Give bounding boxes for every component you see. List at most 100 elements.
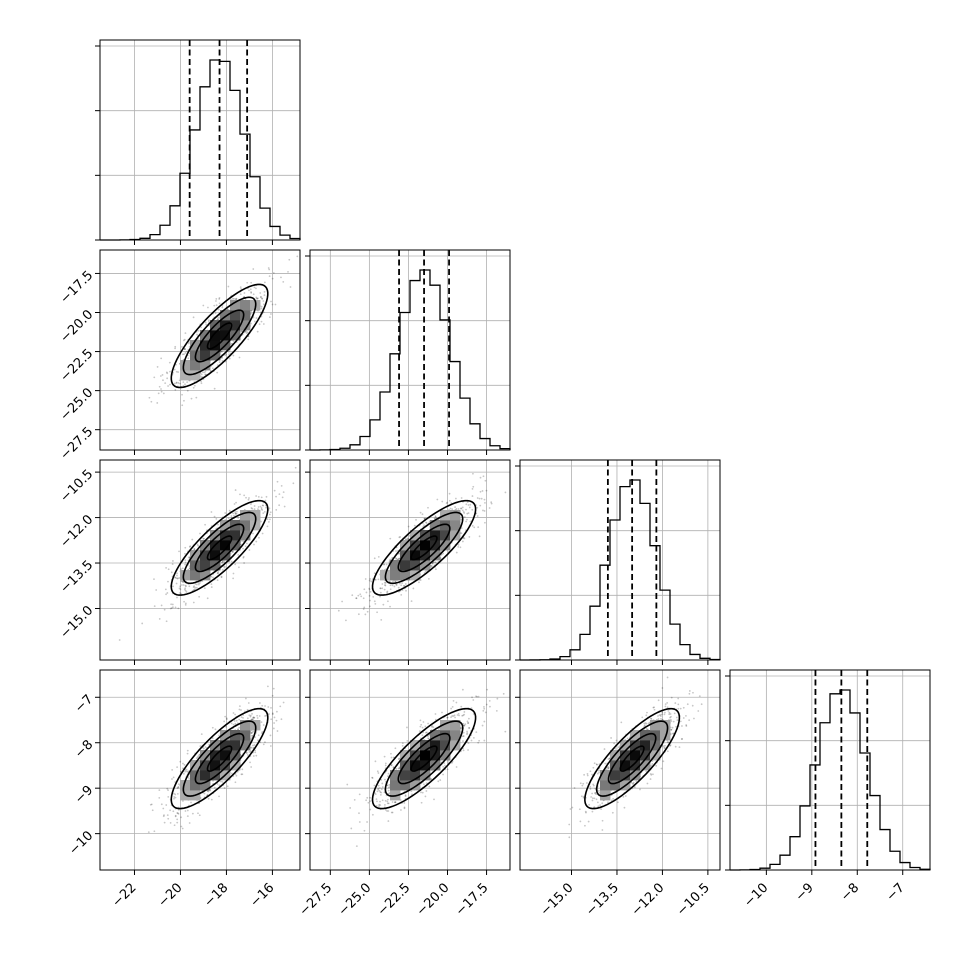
sample-point <box>448 492 451 495</box>
sample-point <box>252 532 254 535</box>
sample-point <box>406 726 408 729</box>
sample-point <box>421 791 424 794</box>
sample-point <box>275 719 278 722</box>
sample-point <box>251 735 254 737</box>
sample-point <box>461 540 464 543</box>
sample-point <box>208 320 210 323</box>
sample-point <box>178 783 180 786</box>
sample-point <box>179 760 182 763</box>
sample-point <box>486 688 489 691</box>
sample-point <box>355 597 358 600</box>
sample-point <box>482 509 484 512</box>
sample-point <box>401 745 404 747</box>
sample-point <box>488 507 491 509</box>
sample-point <box>239 493 241 496</box>
sample-point <box>255 297 258 300</box>
sample-point <box>166 372 169 375</box>
sample-point <box>215 298 218 300</box>
sample-point <box>150 400 153 403</box>
density-cell <box>220 760 231 771</box>
sample-point <box>176 574 178 577</box>
panel-frame <box>99 39 301 241</box>
sample-point <box>269 511 272 514</box>
sample-point <box>192 386 195 389</box>
x-tick-label: −22 <box>110 880 140 910</box>
sample-point <box>176 818 179 821</box>
sample-point <box>446 501 449 504</box>
sample-point <box>232 572 235 575</box>
sample-point <box>451 705 454 708</box>
sample-point <box>255 754 258 757</box>
sample-point <box>476 695 478 698</box>
sample-point <box>432 726 435 729</box>
sample-point <box>234 563 237 566</box>
sample-point <box>235 510 238 513</box>
sample-point <box>187 776 190 779</box>
sample-point <box>253 543 255 546</box>
sample-point <box>171 768 174 771</box>
sample-point <box>174 388 177 391</box>
sample-point <box>203 537 205 540</box>
sample-point <box>362 597 365 600</box>
sample-point <box>223 787 226 789</box>
sample-point <box>246 753 249 756</box>
panel-2-1 <box>305 459 511 665</box>
sample-point <box>258 536 260 539</box>
sample-point <box>268 507 271 510</box>
sample-point <box>204 523 207 526</box>
sample-point <box>394 801 397 804</box>
panel-3-0: −22 −20 −18 −16−10−9−8−7 <box>66 669 301 910</box>
sample-point <box>390 752 392 755</box>
sample-point <box>230 722 233 725</box>
sample-point <box>188 777 191 780</box>
sample-point <box>382 603 385 606</box>
sample-point <box>225 718 228 721</box>
sample-point <box>622 795 625 798</box>
y-tick-label: −9 <box>72 783 96 807</box>
sample-point <box>461 506 464 509</box>
sample-point <box>268 268 271 271</box>
density-cell <box>220 730 231 741</box>
sample-point <box>176 766 179 769</box>
density-cell <box>430 760 441 771</box>
sample-point <box>160 390 163 393</box>
sample-point <box>271 713 274 716</box>
sample-point <box>495 709 498 712</box>
sample-point <box>394 747 397 750</box>
sample-point <box>358 821 361 823</box>
sample-point <box>288 258 291 261</box>
sample-point <box>250 291 253 294</box>
sample-point <box>380 618 383 621</box>
sample-point <box>186 749 189 752</box>
sample-point <box>260 721 263 724</box>
sample-point <box>470 707 473 710</box>
sample-point <box>157 392 160 395</box>
sample-point <box>472 472 474 475</box>
sample-point <box>421 513 424 516</box>
sample-point <box>479 476 482 479</box>
sample-point <box>434 568 437 571</box>
sample-point <box>484 501 486 504</box>
sample-point <box>261 704 264 707</box>
sample-point <box>253 320 256 323</box>
sample-point <box>403 807 406 810</box>
sample-point <box>263 510 266 513</box>
sample-point <box>261 532 264 535</box>
density-cell <box>220 740 231 751</box>
sample-point <box>466 732 469 735</box>
sample-point <box>483 707 486 710</box>
sample-point <box>366 821 368 823</box>
sample-point <box>175 582 178 585</box>
sample-point <box>455 701 458 704</box>
sample-point <box>218 795 220 798</box>
density-cell <box>200 780 211 791</box>
sample-point <box>198 753 201 756</box>
sample-point <box>484 479 487 482</box>
sample-point <box>468 727 470 729</box>
sample-point <box>461 714 464 717</box>
sample-point <box>206 790 209 792</box>
sample-point <box>247 498 250 501</box>
contour-line <box>397 523 451 573</box>
sample-point <box>433 517 436 520</box>
sample-point <box>377 772 380 774</box>
